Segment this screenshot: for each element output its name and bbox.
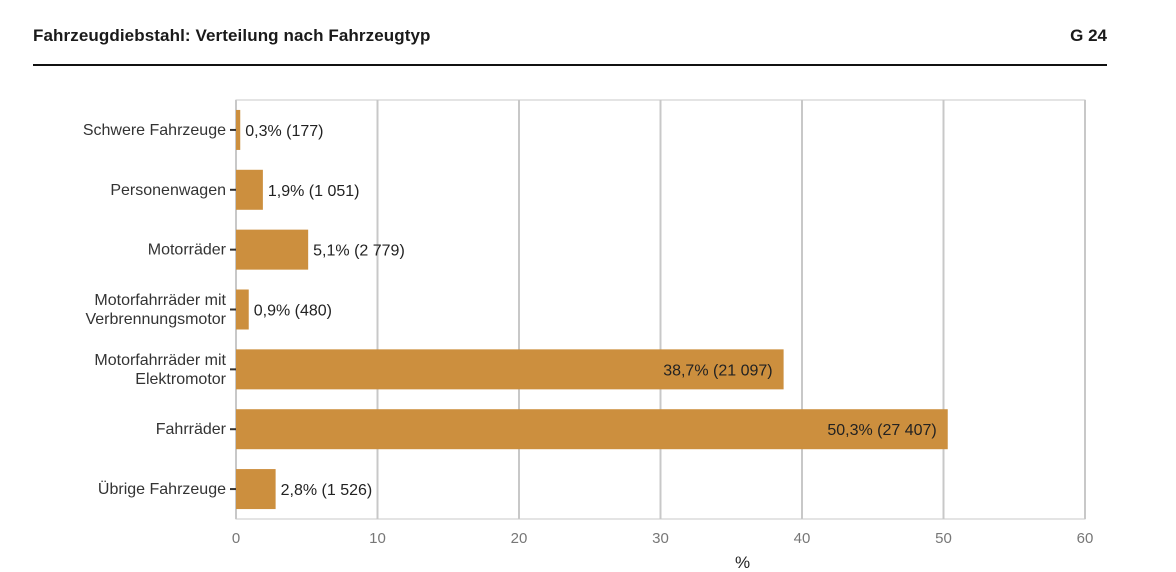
chart-title: Fahrzeugdiebstahl: Verteilung nach Fahrz… [33, 26, 431, 45]
bar [236, 109, 241, 150]
bar [236, 469, 276, 510]
data-label: 5,1% (2 779) [313, 243, 405, 260]
data-label: 0,9% (480) [254, 303, 332, 320]
x-axis-title: % [735, 553, 750, 572]
x-tick-label: 10 [369, 530, 386, 547]
x-tick-label: 40 [794, 530, 811, 547]
x-tick-label: 20 [511, 530, 528, 547]
category-label: Motorräder [148, 242, 227, 259]
data-label: 1,9% (1 051) [268, 183, 360, 200]
x-tick-label: 50 [935, 530, 952, 547]
category-label: Motorfahrräder mit Elektromotor [94, 352, 226, 388]
category-label: Übrige Fahrzeuge [98, 480, 226, 498]
bar [236, 289, 249, 330]
bar [236, 169, 263, 210]
data-label: 0,3% (177) [245, 123, 323, 140]
category-label: Fahrräder [156, 421, 227, 438]
bar [236, 409, 948, 450]
data-label: 38,7% (21 097) [663, 362, 772, 379]
figure-number: G 24 [1070, 26, 1107, 45]
bar [236, 349, 784, 390]
data-label: 50,3% (27 407) [827, 422, 936, 439]
category-label: Motorfahrräder mit Verbrennungsmotor [85, 292, 226, 328]
x-tick-label: 30 [652, 530, 669, 547]
chart-header: Fahrzeugdiebstahl: Verteilung nach Fahrz… [33, 26, 1107, 66]
x-tick-label: 0 [232, 530, 240, 547]
data-label: 2,8% (1 526) [281, 482, 373, 499]
bar [236, 229, 309, 270]
category-label: Schwere Fahrzeuge [83, 122, 226, 139]
x-tick-label: 60 [1077, 530, 1094, 547]
category-label: Personenwagen [110, 182, 226, 199]
